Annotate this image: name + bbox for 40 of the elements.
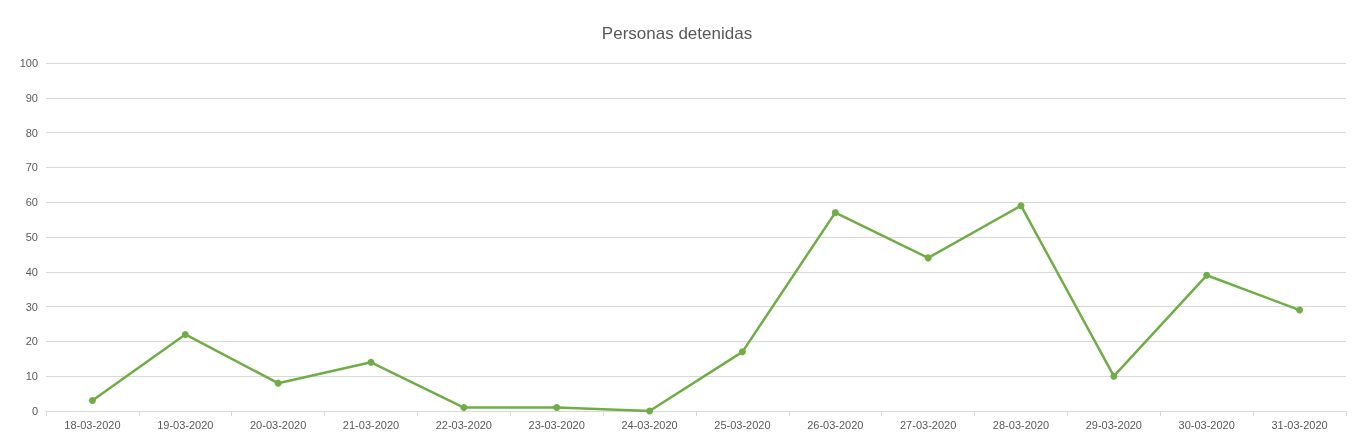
point [1296,306,1304,314]
x-tick-label: 25-03-2020 [714,418,771,431]
point [738,348,746,356]
x-tick-label: 27-03-2020 [900,418,957,431]
x-tick-label: 22-03-2020 [435,418,492,431]
x-tick-label: 28-03-2020 [992,418,1050,431]
y-tick-label: 50 [25,231,38,243]
y-tick-label: 0 [31,405,38,417]
y-tick-label: 90 [25,91,38,104]
point [831,209,839,217]
y-tick-label: 80 [25,126,38,139]
point [367,358,375,366]
x-tick-label: 29-03-2020 [1085,418,1142,431]
point [553,404,561,412]
y-tick-label: 60 [25,196,38,209]
x-tick-label: 21-03-2020 [342,418,400,431]
point [646,407,654,415]
chart-title: Personas detenidas [601,24,753,43]
y-tick-label: 40 [25,265,38,278]
x-tick-label: 30-03-2020 [1178,418,1235,431]
y-tick-label: 30 [25,300,38,313]
y-tick-label: 20 [25,335,38,348]
x-tick-label: 24-03-2020 [621,418,678,431]
point [1203,271,1211,279]
x-tick-label: 19-03-2020 [157,418,214,431]
x-tick-label: 20-03-2020 [250,418,307,431]
point [460,404,468,412]
point [88,397,96,405]
y-tick-label: 70 [25,161,38,174]
y-tick-label: 10 [25,370,38,383]
point [1017,202,1025,210]
point [181,330,189,338]
y-tick-label: 100 [19,57,38,69]
x-tick-label: 31-03-2020 [1271,418,1328,431]
x-tick-label: 26-03-2020 [807,418,864,431]
x-tick-label: 23-03-2020 [528,418,585,431]
point [274,379,282,387]
point [924,254,932,262]
x-tick-label: 18-03-2020 [64,418,121,431]
point [1110,372,1118,380]
